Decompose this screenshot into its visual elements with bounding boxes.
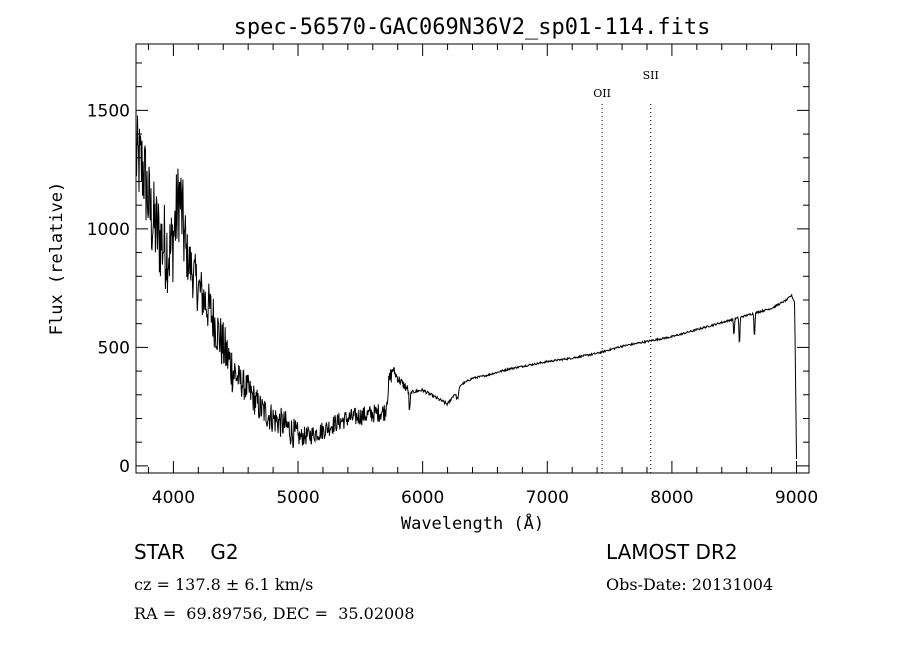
emission-line-label: OII bbox=[593, 87, 611, 100]
y-axis-label: Flux (relative) bbox=[47, 182, 67, 336]
y-tick-label: 1000 bbox=[87, 220, 130, 240]
y-tick-label: 0 bbox=[119, 457, 130, 477]
x-tick-label: 8000 bbox=[650, 488, 693, 508]
x-tick-label: 9000 bbox=[775, 488, 818, 508]
coordinates: RA = 69.89756, DEC = 35.02008 bbox=[134, 604, 415, 623]
spectral-class: STAR G2 bbox=[134, 540, 239, 564]
y-tick-label: 1500 bbox=[87, 101, 130, 121]
x-tick-label: 4000 bbox=[152, 488, 195, 508]
observation-date: Obs-Date: 20131004 bbox=[606, 575, 774, 594]
x-tick-label: 5000 bbox=[276, 488, 319, 508]
spectrum-line bbox=[135, 115, 797, 460]
survey-label: LAMOST DR2 bbox=[606, 540, 738, 564]
y-tick-label: 500 bbox=[98, 338, 130, 358]
redshift-cz: cz = 137.8 ± 6.1 km/s bbox=[134, 575, 314, 594]
x-axis-label: Wavelength (Å) bbox=[401, 512, 544, 534]
chart-title: spec-56570-GAC069N36V2_sp01-114.fits bbox=[234, 15, 711, 40]
plot-frame bbox=[135, 43, 810, 474]
x-tick-label: 7000 bbox=[526, 488, 569, 508]
x-tick-label: 6000 bbox=[401, 488, 444, 508]
emission-markers: OII SII bbox=[593, 69, 659, 473]
axis-ticks: 4000 5000 6000 7000 8000 9000 0 500 1000 1500 bbox=[87, 44, 818, 508]
emission-line-label: SII bbox=[643, 69, 659, 82]
